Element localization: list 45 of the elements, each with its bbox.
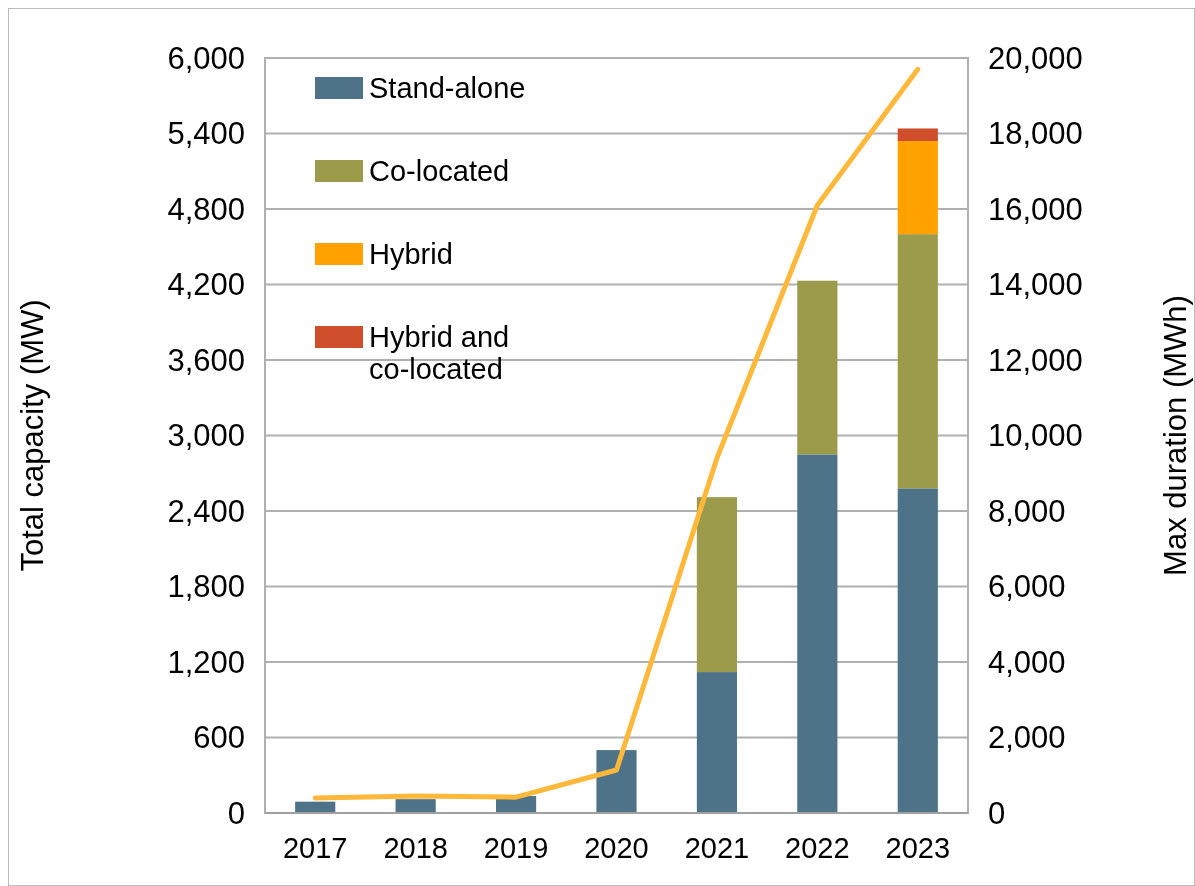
y2-tick-label: 12,000 <box>988 342 1083 378</box>
x-tick-label: 2022 <box>785 832 850 864</box>
y-tick-label: 1,800 <box>167 569 245 605</box>
y-tick-label: 4,800 <box>167 191 245 227</box>
y-tick-label: 3,000 <box>167 418 245 454</box>
bar <box>897 234 938 489</box>
bar <box>797 454 838 813</box>
y2-tick-label: 10,000 <box>988 418 1083 454</box>
y-axis-title: Total capacity (MW) <box>15 299 50 572</box>
y2-tick-label: 16,000 <box>988 191 1083 227</box>
y-tick-label: 0 <box>227 795 245 831</box>
y2-tick-label: 6,000 <box>988 569 1066 605</box>
y-tick-label: 6,000 <box>167 40 245 76</box>
y2-tick-label: 8,000 <box>988 493 1066 529</box>
y-tick-label: 3,600 <box>167 342 245 378</box>
y-tick-label: 600 <box>193 720 245 756</box>
x-tick-label: 2019 <box>483 832 549 864</box>
legend-label: Co-located <box>369 155 510 188</box>
y2-tick-label: 20,000 <box>988 40 1083 76</box>
y-tick-label: 5,400 <box>167 116 245 152</box>
x-tick-label: 2023 <box>885 832 951 864</box>
bar <box>897 141 938 235</box>
y-tick-label: 4,200 <box>167 267 245 303</box>
bar <box>696 672 738 813</box>
y-tick-label: 2,400 <box>167 493 245 529</box>
bar <box>696 497 738 673</box>
y-tick-label: 1,200 <box>167 644 245 680</box>
bar <box>897 488 938 813</box>
legend-label: Hybrid and co-located <box>369 321 510 386</box>
x-tick-label: 2017 <box>282 832 348 864</box>
legend-label: Hybrid <box>369 238 453 271</box>
y2-tick-label: 2,000 <box>988 720 1066 756</box>
y2-tick-label: 18,000 <box>988 116 1083 152</box>
y2-tick-label: 4,000 <box>988 644 1066 680</box>
x-tick-label: 2020 <box>584 832 649 864</box>
x-tick-label: 2018 <box>383 832 448 864</box>
bar <box>897 128 938 142</box>
x-tick-label: 2021 <box>684 832 750 864</box>
y2-tick-label: 0 <box>988 795 1006 831</box>
y2-axis-title: Max duration (MWh) <box>1157 295 1193 576</box>
bar <box>596 750 637 813</box>
legend-label: Stand-alone <box>369 72 526 105</box>
y2-tick-label: 14,000 <box>988 267 1083 303</box>
bar <box>395 799 436 813</box>
bar <box>797 280 838 455</box>
